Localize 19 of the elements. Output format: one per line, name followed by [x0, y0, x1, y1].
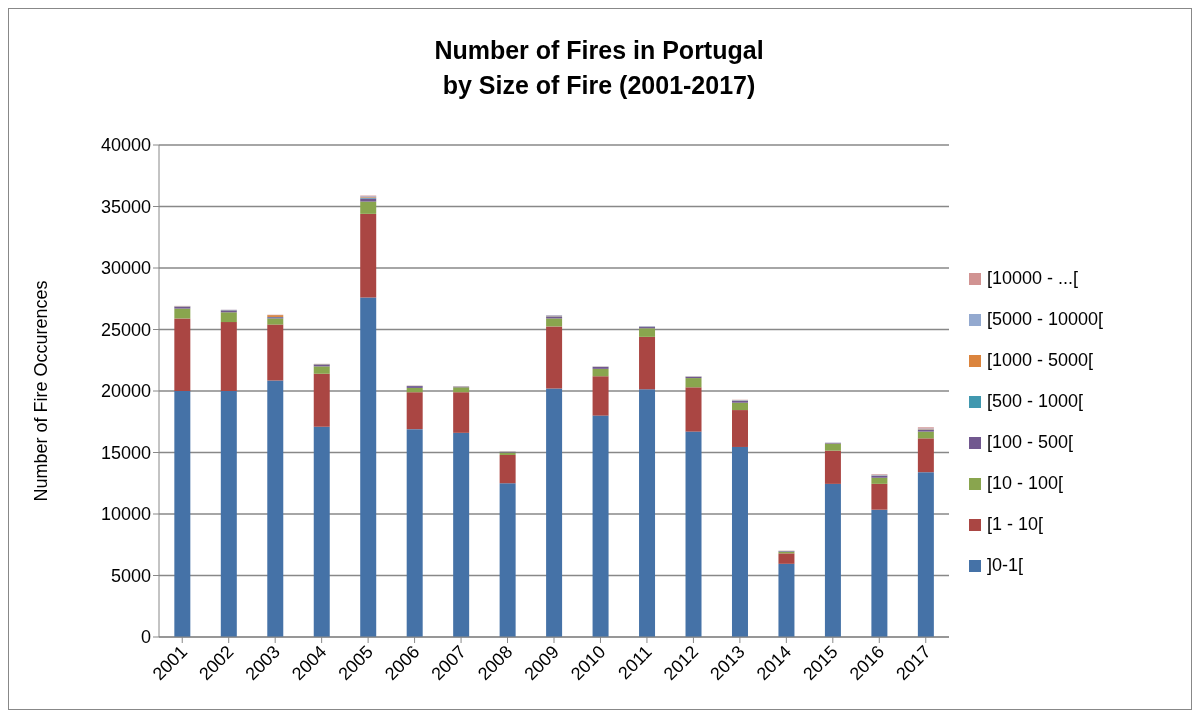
y-tick-label: 5000 — [110, 565, 151, 586]
chart-title: Number of Fires in Portugal by Size of Fire (2001-2017) — [433, 35, 765, 101]
y-axis-title: Number of Fire Occurences — [31, 280, 52, 502]
y-tick-label: 30000 — [100, 258, 151, 279]
y-tick-label: 35000 — [100, 196, 151, 217]
legend-label: [10000 - ...[ — [987, 268, 1079, 289]
y-tick-label: 25000 — [100, 319, 151, 340]
legend-label: [1000 - 5000[ — [987, 350, 1094, 371]
legend-label: [5000 - 10000[ — [987, 309, 1104, 330]
y-tick-label: 20000 — [100, 381, 151, 402]
legend-label: [10 - 100[ — [987, 473, 1064, 494]
legend-label: [1 - 10[ — [987, 514, 1044, 535]
y-tick-label: 0 — [140, 627, 151, 648]
y-tick-label: 15000 — [100, 442, 151, 463]
legend-label: ]0-1[ — [987, 555, 1024, 576]
y-tick-label: 10000 — [100, 504, 151, 525]
y-tick-label: 40000 — [100, 135, 151, 156]
legend-label: [100 - 500[ — [987, 432, 1074, 453]
legend-label: [500 - 1000[ — [987, 391, 1084, 412]
